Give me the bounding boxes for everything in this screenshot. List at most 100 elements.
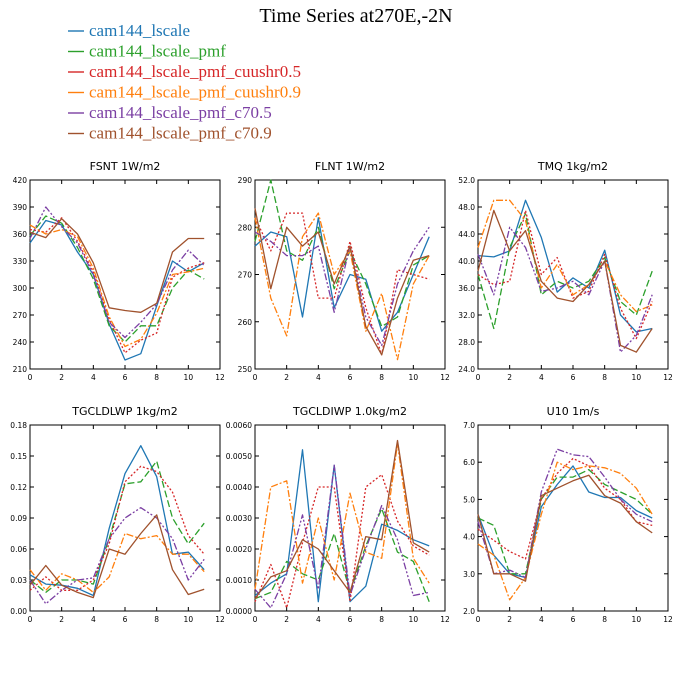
y-tick-label: 300 <box>13 284 28 293</box>
x-tick-label: 0 <box>476 373 481 382</box>
x-tick-label: 6 <box>123 373 128 382</box>
y-tick-label: 40.0 <box>458 257 475 266</box>
x-tick-label: 2 <box>284 615 289 624</box>
legend: cam144_lscalecam144_lscale_pmfcam144_lsc… <box>68 21 301 143</box>
x-tick-label: 12 <box>663 373 673 382</box>
chart-panel: TGCLDLWP 1kg/m2 0.00 0.03 0.06 0.09 0.12 0.15 0… <box>10 405 225 624</box>
y-tick-label: 52.0 <box>458 176 475 185</box>
plot-frame <box>254 424 446 612</box>
x-tick-label: 6 <box>571 615 576 624</box>
series-line <box>29 460 205 594</box>
y-tick-label: 28.0 <box>458 338 475 347</box>
x-tick-label: 8 <box>379 615 384 624</box>
legend-label: cam144_lscale_pmf_c70.5 <box>89 103 272 122</box>
series-line <box>254 208 430 356</box>
x-tick-label: 0 <box>253 615 258 624</box>
series-line <box>477 226 653 353</box>
x-tick-label: 12 <box>440 615 450 624</box>
y-tick-label: 36.0 <box>458 284 475 293</box>
legend-label: cam144_lscale_pmf <box>89 42 226 61</box>
y-tick-label: 0.18 <box>10 421 27 430</box>
x-tick-label: 10 <box>409 615 419 624</box>
series-line <box>29 219 205 361</box>
chart-panel: U10 1m/s 2.0 3.0 4.0 5.0 6.0 7.0 0 2 4 6 8 10 12 <box>463 405 673 624</box>
x-tick-label: 4 <box>316 373 321 382</box>
x-tick-label: 4 <box>316 615 321 624</box>
plot-frame <box>477 179 669 370</box>
panel-title: U10 1m/s <box>547 405 600 418</box>
series-line <box>477 461 653 601</box>
y-tick-label: 3.0 <box>463 570 475 579</box>
series-line <box>254 226 430 347</box>
series-line <box>477 209 653 340</box>
x-tick-label: 8 <box>154 373 159 382</box>
y-tick-label: 0.0000 <box>226 607 252 616</box>
y-tick-label: 240 <box>13 338 28 347</box>
y-tick-label: 0.06 <box>10 545 27 554</box>
series-line <box>254 217 430 332</box>
chart-panel: FSNT 1W/m2 210 240 270 300 330 360 390 420 0 2 4 6 8 1… <box>13 160 225 382</box>
x-tick-label: 8 <box>602 373 607 382</box>
x-tick-label: 10 <box>184 615 194 624</box>
panel-title: FLNT 1W/m2 <box>315 160 385 173</box>
y-tick-label: 390 <box>13 203 28 212</box>
y-tick-label: 0.0040 <box>226 483 252 492</box>
x-tick-label: 2 <box>59 373 64 382</box>
x-tick-label: 4 <box>91 373 96 382</box>
series-line <box>29 224 205 348</box>
y-tick-label: 0.0060 <box>226 421 252 430</box>
x-tick-label: 0 <box>28 615 33 624</box>
y-tick-label: 0.0010 <box>226 576 252 585</box>
series-line <box>477 213 653 330</box>
series-line <box>254 473 430 609</box>
series-line <box>254 439 430 599</box>
figure-title: Time Series at270E,-2N <box>259 5 452 27</box>
y-tick-label: 4.0 <box>463 533 475 542</box>
series-line <box>29 206 205 339</box>
series-line <box>477 199 653 333</box>
y-tick-label: 0.03 <box>10 576 27 585</box>
y-tick-label: 0.0050 <box>226 452 252 461</box>
series-line <box>254 442 430 590</box>
series-line <box>29 217 205 354</box>
y-tick-label: 0.15 <box>10 452 27 461</box>
y-tick-label: 270 <box>13 311 28 320</box>
x-tick-label: 2 <box>507 615 512 624</box>
y-tick-label: 250 <box>238 365 253 374</box>
y-tick-label: 5.0 <box>463 495 475 504</box>
x-tick-label: 2 <box>284 373 289 382</box>
series-line <box>29 532 205 594</box>
y-tick-label: 0.0020 <box>226 545 252 554</box>
series-line <box>477 209 653 353</box>
x-tick-label: 0 <box>476 615 481 624</box>
y-tick-label: 210 <box>13 365 28 374</box>
y-tick-label: 330 <box>13 257 28 266</box>
x-tick-label: 10 <box>184 373 194 382</box>
series-line <box>254 179 430 328</box>
legend-label: cam144_lscale_pmf_cuushr0.9 <box>89 83 301 102</box>
series-line <box>477 448 653 579</box>
x-tick-label: 4 <box>539 373 544 382</box>
x-tick-label: 10 <box>409 373 419 382</box>
y-tick-label: 24.0 <box>458 365 475 374</box>
chart-panel: TMQ 1kg/m2 24.0 28.0 32.0 36.0 40.0 44.0 48.0 52… <box>458 160 673 382</box>
x-tick-label: 12 <box>663 615 673 624</box>
panel-title: TGCLDLWP 1kg/m2 <box>71 405 177 418</box>
y-tick-label: 32.0 <box>458 311 475 320</box>
legend-label: cam144_lscale_pmf_cuushr0.5 <box>89 62 301 81</box>
series-line <box>477 465 653 579</box>
y-tick-label: 280 <box>238 223 253 232</box>
y-tick-label: 7.0 <box>463 421 475 430</box>
x-tick-label: 8 <box>154 615 159 624</box>
y-tick-label: 2.0 <box>463 607 475 616</box>
series-line <box>477 199 653 313</box>
x-tick-label: 4 <box>91 615 96 624</box>
y-tick-label: 260 <box>238 318 253 327</box>
series-line <box>29 445 205 597</box>
x-tick-label: 12 <box>215 373 225 382</box>
x-tick-label: 2 <box>507 373 512 382</box>
y-tick-label: 48.0 <box>458 203 475 212</box>
x-tick-label: 6 <box>123 615 128 624</box>
